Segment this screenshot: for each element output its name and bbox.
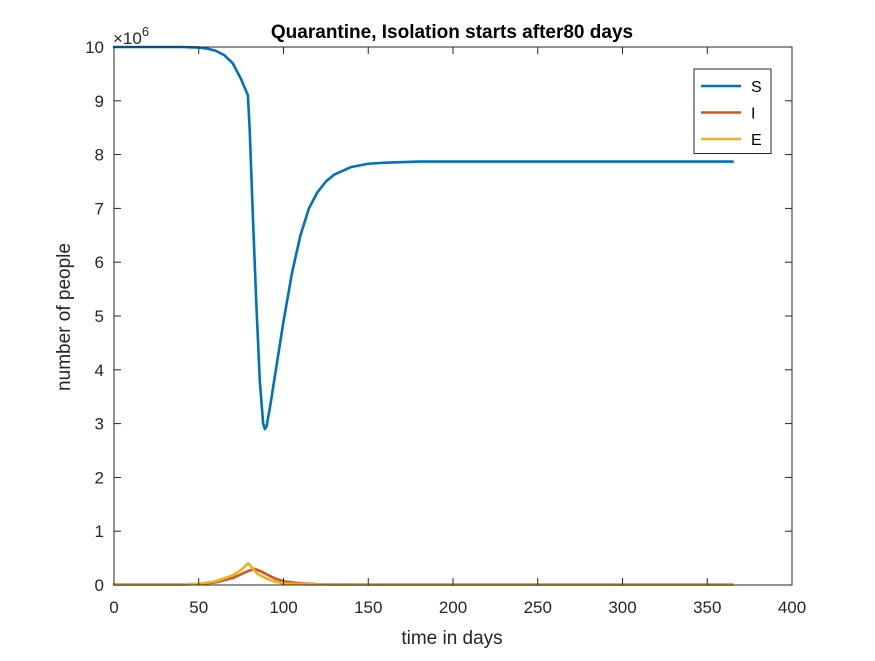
series-lines <box>112 45 734 586</box>
x-tick-label: 400 <box>778 598 806 617</box>
y-tick-label: 8 <box>95 146 104 165</box>
x-tick-label: 100 <box>269 598 297 617</box>
x-tick-label: 50 <box>189 598 208 617</box>
axes-background <box>114 47 792 585</box>
legend-label-E: E <box>751 132 762 149</box>
y-multiplier-exponent: 6 <box>142 24 149 39</box>
y-tick-label: 2 <box>95 468 104 487</box>
y-tick-label: 1 <box>95 522 104 541</box>
legend-label-S: S <box>751 79 762 96</box>
plot-area <box>114 47 792 585</box>
y-tick-label: 10 <box>85 38 104 57</box>
x-tick-label: 200 <box>439 598 467 617</box>
x-tick-label: 350 <box>693 598 721 617</box>
x-tick-label: 250 <box>524 598 552 617</box>
y-tick-label: 7 <box>95 199 104 218</box>
series-line-S <box>112 45 734 431</box>
y-multiplier-base: ×10 <box>113 29 142 48</box>
y-tick-label: 5 <box>95 307 104 326</box>
y-axis-label: number of people <box>54 243 75 391</box>
x-axis-label: time in days <box>401 628 502 649</box>
y-tick-label: 3 <box>95 415 104 434</box>
x-tick-label: 150 <box>354 598 382 617</box>
legend-label-I: I <box>751 106 755 123</box>
y-tick-label: 6 <box>95 253 104 272</box>
x-tick-label: 0 <box>109 598 118 617</box>
y-multiplier: ×106 <box>113 24 149 48</box>
legend: SIE <box>693 68 772 154</box>
ticks: 0 50 100 150 200 250 300 350 400 0 1 2 3 4 5 6 7 8 9 10 <box>85 38 806 617</box>
chart-title: Quarantine, Isolation starts after80 day… <box>271 22 633 43</box>
y-tick-label: 9 <box>95 92 104 111</box>
x-tick-label: 300 <box>608 598 636 617</box>
y-tick-label: 4 <box>95 361 104 380</box>
y-tick-label: 0 <box>95 576 104 595</box>
series-line-E <box>112 562 734 586</box>
